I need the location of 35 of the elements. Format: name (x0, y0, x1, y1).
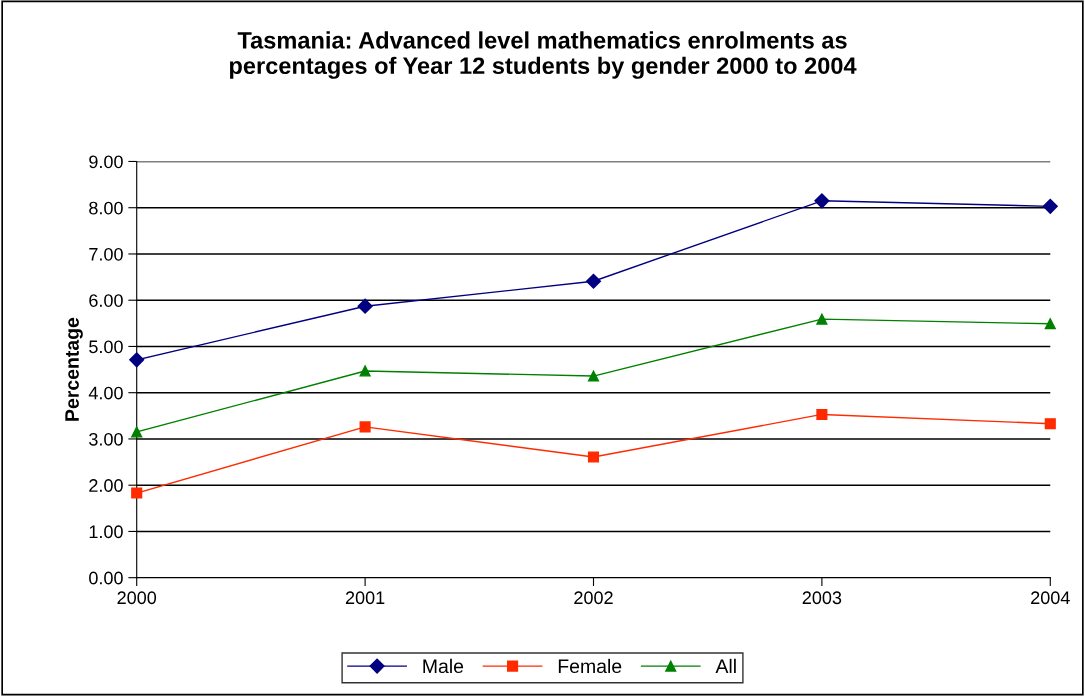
chart-title: Tasmania: Advanced level mathematics enrolments as percentages of Year 12 students by gender 2000 to 2004 (229, 31, 857, 79)
y-tick-label: 2.00 (89, 479, 123, 492)
x-tick-label: 2001 (345, 591, 385, 605)
y-tick-label: 9.00 (89, 155, 123, 169)
point (357, 298, 373, 314)
x-tick-label: 2004 (1031, 591, 1070, 605)
point (131, 426, 143, 438)
point (816, 313, 828, 325)
x-tick-label: 2000 (117, 591, 157, 605)
point (816, 408, 828, 420)
point (585, 273, 602, 289)
point (129, 352, 145, 368)
point (131, 487, 143, 499)
x-tick-label: 2002 (574, 591, 613, 605)
point (359, 421, 371, 433)
point (587, 370, 600, 382)
point (587, 451, 600, 463)
point (359, 365, 371, 377)
point (1044, 418, 1056, 430)
legend-label: All (715, 658, 736, 673)
point (814, 193, 830, 209)
y-axis-title: Percentage (65, 317, 83, 421)
point (1044, 318, 1056, 330)
y-tick-label: 0.00 (89, 571, 123, 585)
legend-label: Male (423, 658, 464, 674)
legend-label: Female (558, 658, 622, 674)
x-tick-label: 2003 (802, 591, 842, 605)
y-tick-label: 6.00 (89, 294, 123, 307)
point (1042, 198, 1058, 214)
y-tick-label: 7.00 (89, 247, 123, 261)
y-tick-label: 5.00 (89, 340, 123, 354)
y-tick-label: 1.00 (89, 525, 123, 539)
y-tick-label: 3.00 (89, 432, 123, 446)
y-tick-label: 8.00 (89, 201, 123, 215)
y-tick-label: 4.00 (88, 386, 123, 400)
